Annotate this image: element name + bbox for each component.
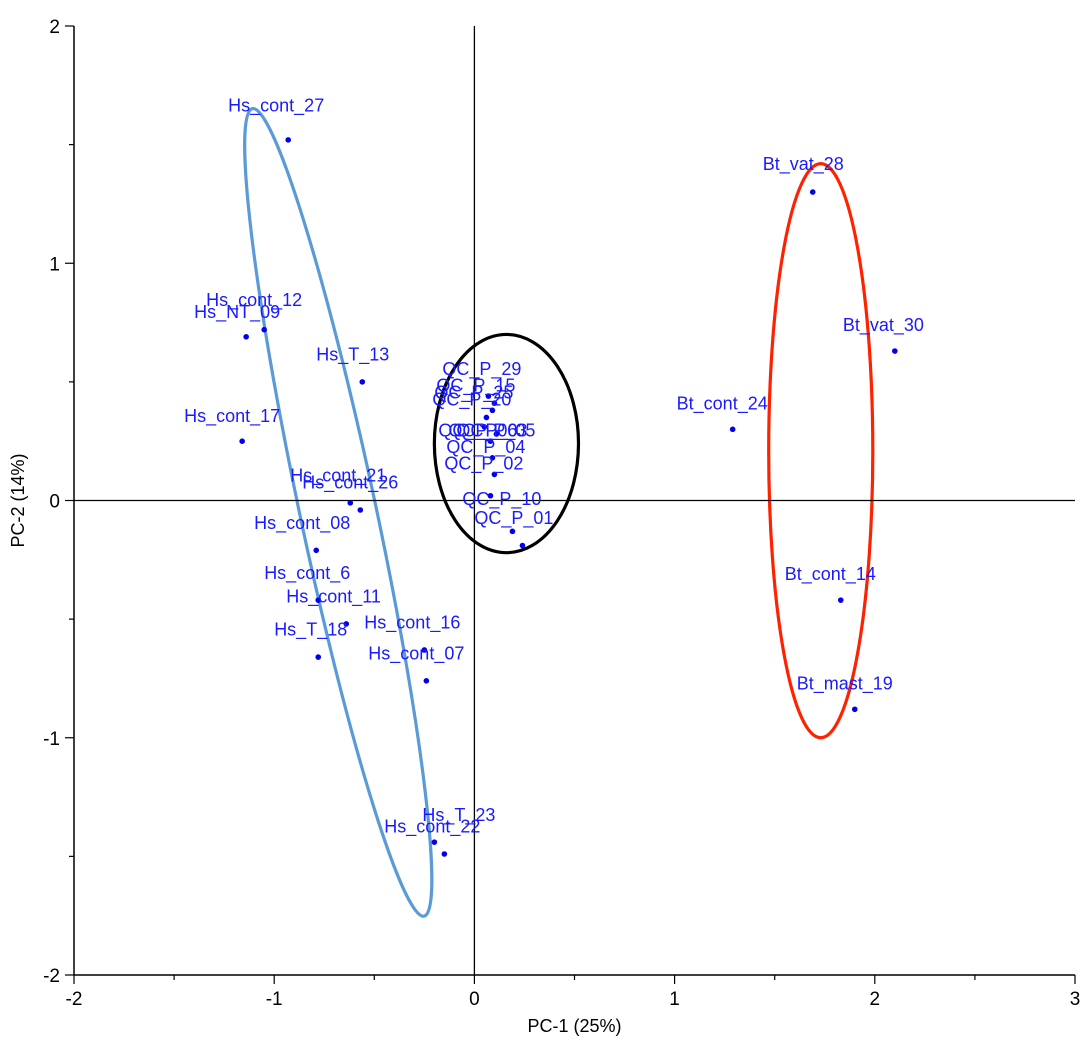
data-point	[431, 839, 438, 845]
point-label: Bt_vat_30	[843, 315, 924, 336]
point-label: QC_P_20	[432, 390, 511, 411]
data-point	[851, 706, 858, 713]
point-label: Hs_cont_08	[254, 513, 350, 534]
point-label: Hs_cont_17	[184, 406, 280, 427]
point-label: QC_P_29	[442, 359, 521, 380]
point-label: QC_P_05	[456, 420, 535, 441]
data-point	[489, 454, 496, 461]
data-point	[491, 471, 498, 478]
data-point	[485, 393, 492, 399]
data-point	[481, 424, 488, 430]
point-label: Hs_cont_07	[368, 643, 464, 664]
point-label: Hs_T_13	[316, 345, 389, 366]
ellipse-blue	[243, 106, 434, 918]
data-point	[519, 542, 526, 549]
y-axis-title: PC-2 (14%)	[8, 453, 28, 547]
data-point	[239, 438, 245, 444]
cluster-ellipses	[243, 106, 875, 918]
point-label: Hs_cont_26	[302, 473, 398, 494]
x-tick-label: 3	[1070, 989, 1081, 1010]
data-point	[261, 326, 267, 333]
data-point	[509, 528, 516, 535]
point-label: Hs_cont_6	[264, 563, 350, 584]
point-label: Hs_NT_09	[194, 302, 280, 323]
data-point	[421, 647, 428, 653]
x-tick-label: 2	[870, 989, 881, 1010]
data-point	[343, 621, 350, 627]
point-label: Bt_cont_14	[785, 564, 876, 585]
data-point	[243, 333, 249, 340]
data-point	[315, 654, 322, 660]
zero-lines	[74, 26, 1075, 975]
data-point	[809, 189, 816, 195]
data-point	[441, 851, 448, 857]
data-points	[239, 137, 898, 857]
data-point	[729, 426, 736, 433]
y-tick-label: 1	[49, 254, 60, 275]
axes: -2 -1 0 1 2 3 -2 -1 0 1 2	[43, 17, 1080, 1010]
data-point	[487, 438, 494, 444]
point-label: Hs_cont_21	[290, 466, 386, 487]
data-point	[493, 431, 500, 437]
ellipse-red	[767, 162, 875, 740]
data-point	[892, 348, 898, 354]
point-label: Bt_cont_24	[677, 393, 768, 414]
point-label: Hs_cont_27	[228, 95, 324, 116]
point-label: Hs_cont_22	[384, 817, 480, 838]
data-point	[489, 407, 496, 414]
point-label: Hs_cont_16	[364, 613, 460, 634]
point-label: Hs_T_23	[422, 805, 495, 826]
data-point	[347, 500, 354, 506]
point-label: QC_P_25	[434, 382, 513, 403]
data-point	[315, 597, 322, 603]
point-label: Hs_cont_12	[206, 290, 302, 311]
point-label: QC_P_06	[438, 420, 517, 441]
x-tick-label: 1	[669, 989, 680, 1010]
data-point	[483, 414, 490, 421]
point-label: QC_P_02	[444, 454, 523, 475]
ellipse-black	[432, 332, 581, 555]
point-label: QC_P_03	[448, 420, 527, 441]
point-label: QC_P_04	[446, 437, 525, 458]
data-point	[487, 492, 494, 499]
y-tick-label: -2	[43, 966, 60, 987]
data-point	[491, 400, 498, 407]
point-label: QC_P_10	[462, 489, 541, 510]
point-label: Hs_T_18	[274, 620, 347, 641]
x-tick-label: 0	[469, 989, 480, 1010]
data-point	[357, 507, 364, 513]
y-tick-label: 2	[49, 17, 60, 38]
x-tick-label: -1	[266, 989, 283, 1010]
point-label: Bt_vat_28	[763, 154, 844, 175]
point-label: Hs_cont_11	[286, 587, 381, 608]
point-label: QC_P_01	[474, 508, 553, 529]
x-tick-label: -2	[66, 989, 83, 1010]
y-tick-label: 0	[49, 492, 60, 513]
data-point	[359, 379, 366, 385]
point-label: QC_P_15	[436, 375, 515, 396]
y-tick-label: -1	[43, 729, 60, 750]
x-axis-title: PC-1 (25%)	[527, 1016, 621, 1036]
data-point	[285, 137, 292, 143]
data-point	[313, 547, 320, 554]
point-label: Bt_mast_19	[797, 673, 893, 694]
data-point	[837, 597, 844, 603]
data-point	[423, 678, 430, 684]
